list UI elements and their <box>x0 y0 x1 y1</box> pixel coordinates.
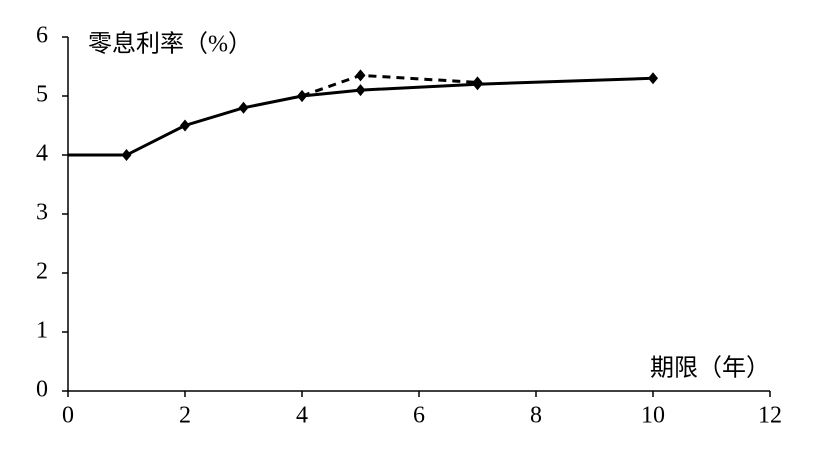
marker <box>472 76 483 89</box>
x-tick-label: 6 <box>413 403 425 429</box>
marker <box>355 69 366 82</box>
y-tick-label: 6 <box>36 23 48 49</box>
x-tick-label: 12 <box>758 403 782 429</box>
y-tick-label: 1 <box>36 318 48 344</box>
marker <box>238 101 249 114</box>
x-tick-label: 0 <box>62 403 74 429</box>
y-tick-label: 5 <box>36 82 48 108</box>
marker <box>297 90 307 102</box>
y-axis-label: 零息利率（%） <box>88 31 252 58</box>
marker <box>180 119 190 132</box>
x-tick-label: 8 <box>530 403 542 429</box>
marker <box>648 72 658 85</box>
y-tick-label: 3 <box>36 200 48 226</box>
y-tick-label: 2 <box>36 259 48 285</box>
x-tick-label: 4 <box>296 403 308 429</box>
marker <box>121 149 132 161</box>
y-tick-label: 0 <box>36 377 48 403</box>
x-axis-label: 期限（年） <box>650 355 770 382</box>
y-tick-label: 4 <box>36 141 48 167</box>
line-series <box>68 76 654 157</box>
marker <box>355 84 366 97</box>
x-tick-label: 2 <box>179 403 191 429</box>
x-tick-label: 10 <box>641 403 665 429</box>
